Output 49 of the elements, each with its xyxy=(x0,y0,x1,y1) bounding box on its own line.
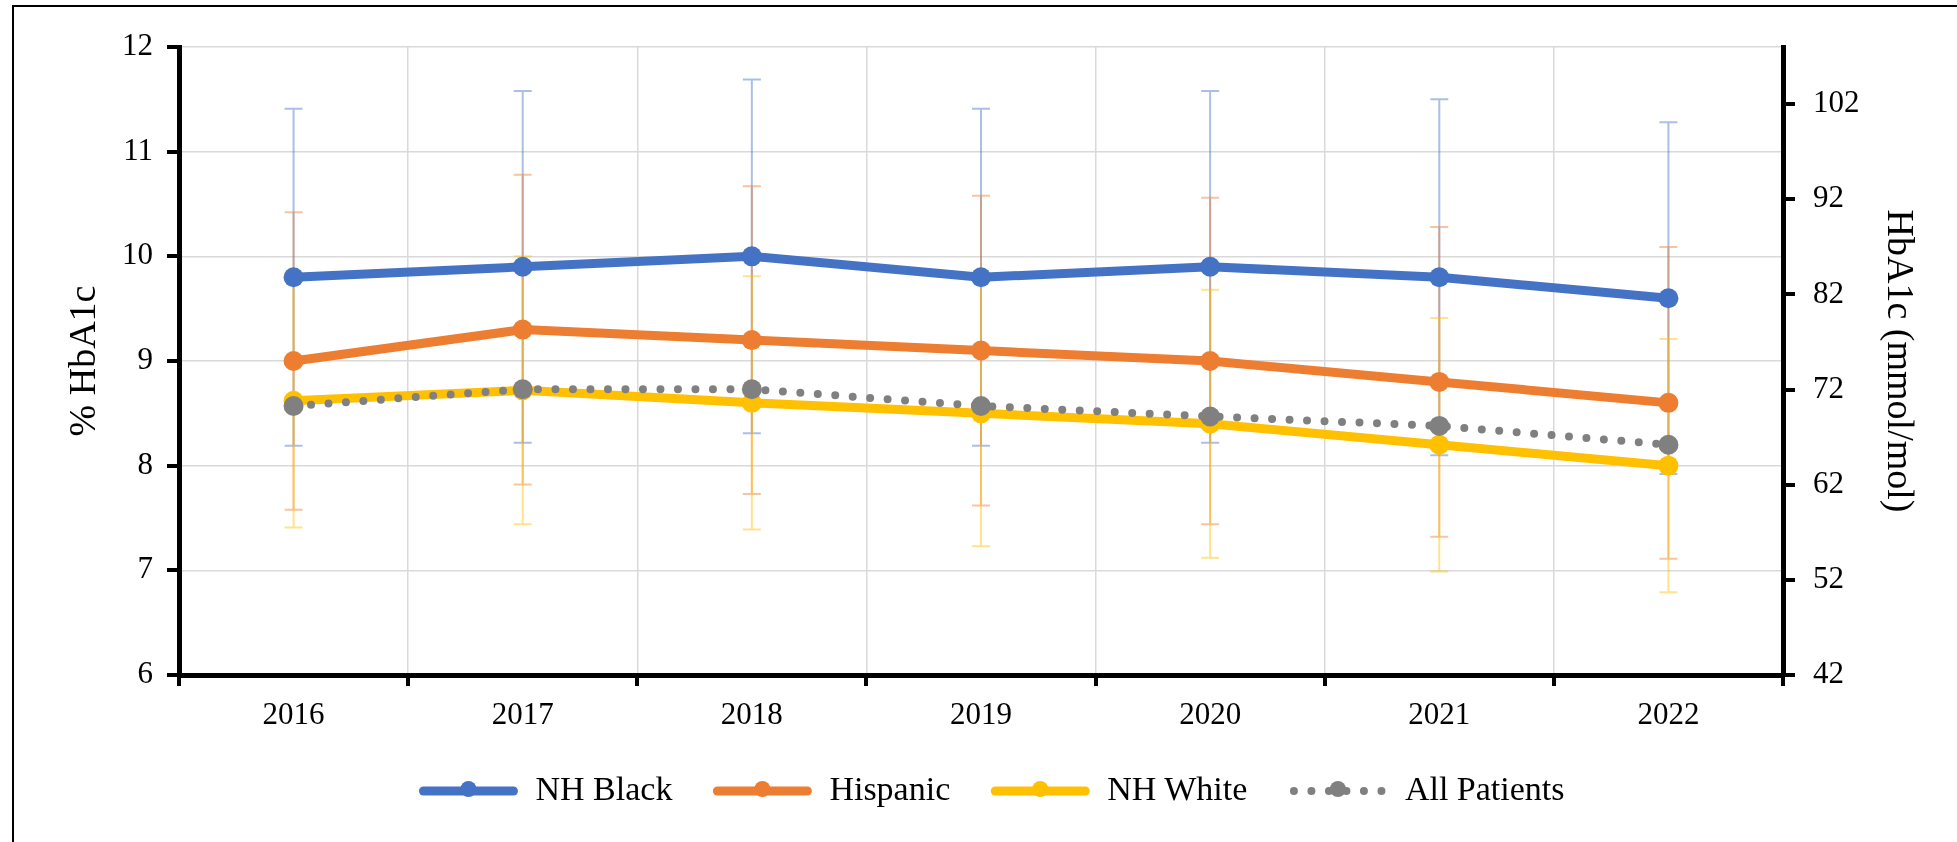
point xyxy=(971,340,991,361)
y-tick-label: 6 xyxy=(137,655,153,691)
legend-label: NH Black xyxy=(535,769,673,807)
point xyxy=(1429,415,1450,436)
x-tick-label: 2022 xyxy=(1637,695,1700,731)
legend-label: NH White xyxy=(1107,769,1248,807)
x-tick-label: 2019 xyxy=(950,695,1012,731)
point xyxy=(283,351,304,371)
y2-tick-label: 72 xyxy=(1813,369,1844,405)
x-tick-label: 2016 xyxy=(262,695,325,731)
point xyxy=(512,319,533,340)
point xyxy=(283,396,304,417)
point xyxy=(512,256,533,277)
x-tick-label: 2021 xyxy=(1408,695,1471,731)
point xyxy=(1658,392,1679,413)
point xyxy=(741,330,762,351)
point xyxy=(1429,434,1450,455)
x-tick-label: 2017 xyxy=(491,695,554,731)
x-tick-label: 2018 xyxy=(720,695,783,731)
point xyxy=(1658,288,1679,309)
y-tick-label: 12 xyxy=(122,27,153,63)
point xyxy=(1200,406,1221,427)
x-tick-label: 2020 xyxy=(1179,695,1242,731)
y2-tick-label: 82 xyxy=(1813,274,1844,310)
y2-tick-label: 42 xyxy=(1813,655,1844,691)
legend-label: All Patients xyxy=(1404,769,1565,807)
point xyxy=(741,379,762,400)
y2-tick-label: 62 xyxy=(1813,464,1844,500)
y-tick-label: 8 xyxy=(137,445,153,481)
point xyxy=(1200,351,1221,371)
point xyxy=(1658,455,1679,476)
y-axis-title: % HbA1c xyxy=(60,285,103,437)
legend-label: Hispanic xyxy=(829,769,951,807)
point xyxy=(1429,267,1450,288)
y-tick-label: 9 xyxy=(137,341,153,377)
y-tick-label: 10 xyxy=(122,236,153,272)
y2-tick-label: 52 xyxy=(1813,559,1844,595)
y2-tick-label: 102 xyxy=(1813,84,1860,120)
point xyxy=(283,267,304,288)
y2-tick-label: 92 xyxy=(1813,179,1844,215)
y-tick-label: 7 xyxy=(137,550,153,586)
point xyxy=(741,246,762,267)
point xyxy=(1658,434,1679,455)
point xyxy=(971,267,991,288)
point xyxy=(971,396,991,417)
y-tick-label: 11 xyxy=(123,131,153,167)
point xyxy=(1200,256,1221,277)
y2-axis-title: HbA1c (mmol/mol) xyxy=(1879,209,1923,513)
point xyxy=(1429,371,1450,392)
